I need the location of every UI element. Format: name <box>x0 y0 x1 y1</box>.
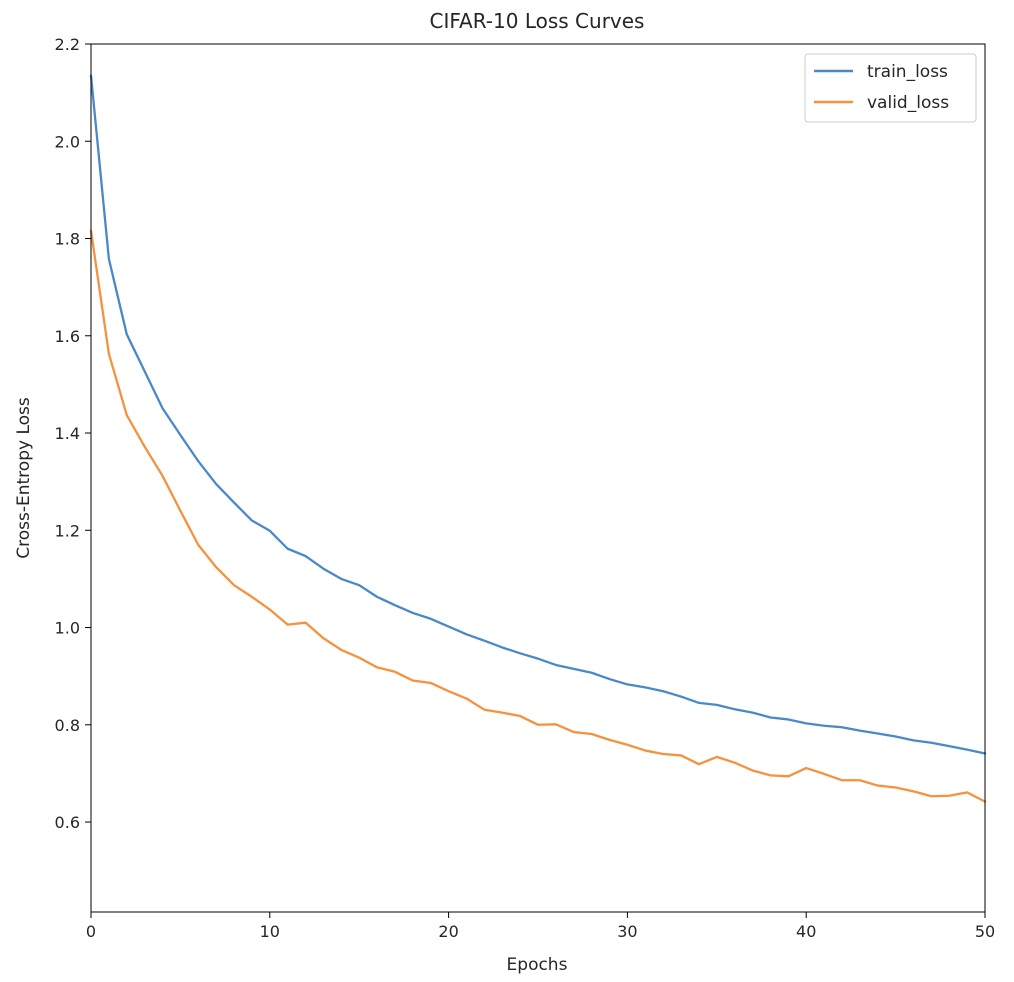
y-tick-label: 1.2 <box>55 521 80 540</box>
y-axis-label: Cross-Entropy Loss <box>14 397 34 559</box>
y-tick-label: 0.6 <box>55 813 80 832</box>
series-line-valid-loss <box>89 229 987 803</box>
y-tick-label: 0.8 <box>55 716 80 735</box>
y-axis: 0.6 0.8 1.0 1.2 1.4 1.6 1.8 2.0 2.2 <box>55 35 91 832</box>
y-tick-label: 1.4 <box>55 424 80 443</box>
legend-label-train-loss: train_loss <box>867 62 948 82</box>
x-tick-label: 40 <box>796 922 816 941</box>
legend: train_loss valid_loss <box>804 53 977 123</box>
axes-frame <box>90 43 986 913</box>
x-axis: 0 10 20 30 40 50 <box>86 912 995 941</box>
series-line-train-loss <box>89 74 987 755</box>
chart-title: CIFAR-10 Loss Curves <box>430 9 645 33</box>
legend-label-valid-loss: valid_loss <box>867 93 949 113</box>
x-tick-label: 0 <box>86 922 96 941</box>
y-tick-label: 2.2 <box>55 35 80 54</box>
x-tick-label: 30 <box>617 922 637 941</box>
plot-series <box>89 74 987 803</box>
y-tick-label: 2.0 <box>55 132 80 151</box>
x-tick-label: 10 <box>260 922 280 941</box>
x-axis-label: Epochs <box>507 955 568 975</box>
x-tick-label: 20 <box>438 922 458 941</box>
y-tick-label: 1.0 <box>55 619 80 638</box>
y-tick-label: 1.8 <box>55 230 80 249</box>
y-tick-label: 1.6 <box>55 327 80 346</box>
x-tick-label: 50 <box>975 922 995 941</box>
